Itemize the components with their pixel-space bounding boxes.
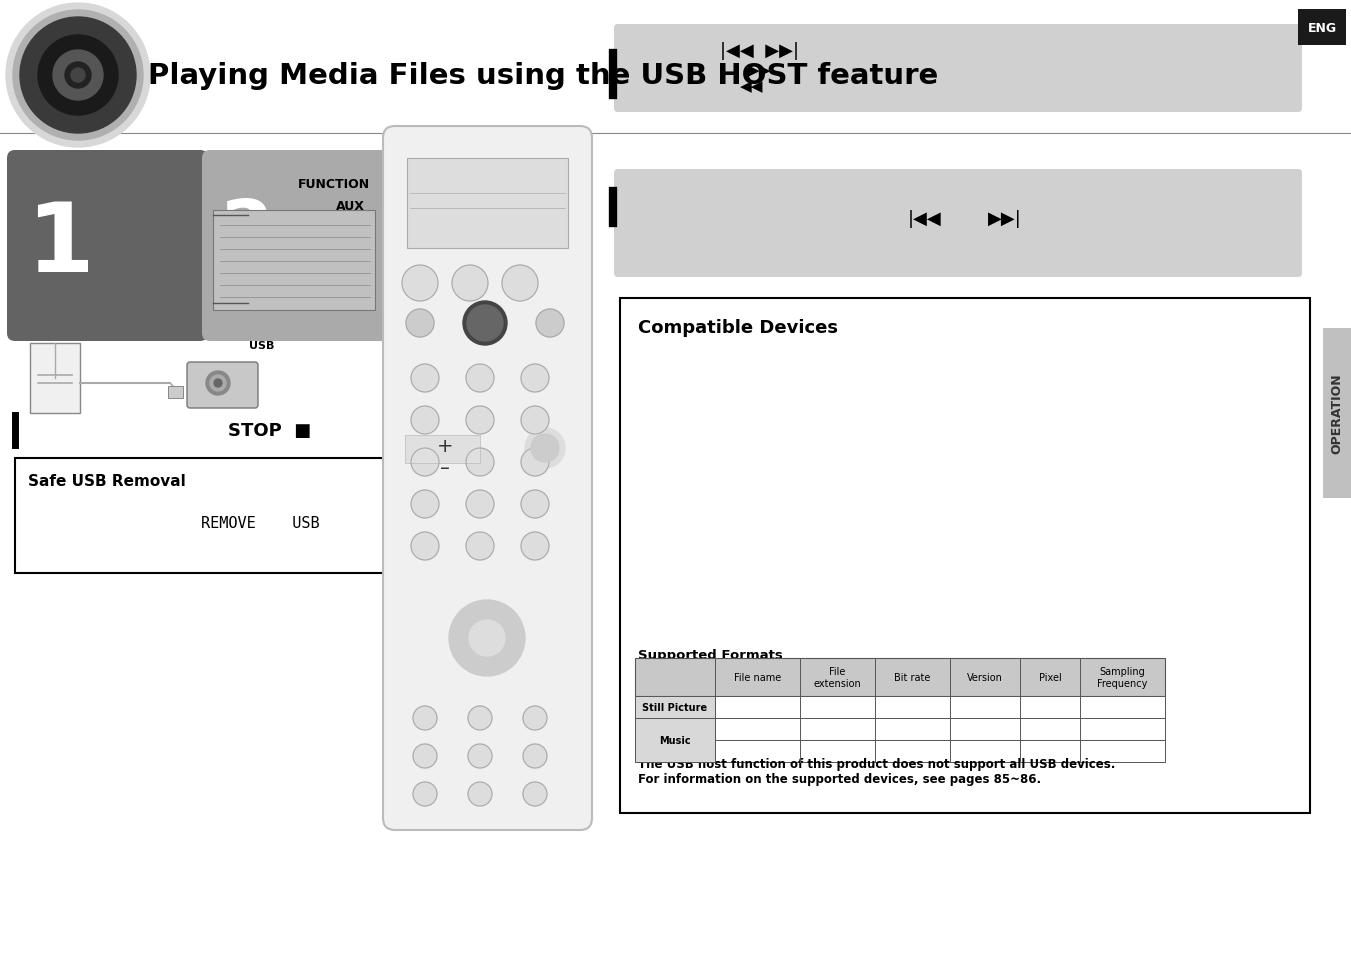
Circle shape: [411, 407, 439, 435]
FancyBboxPatch shape: [186, 363, 258, 409]
Bar: [1298, 10, 1346, 46]
Circle shape: [466, 533, 494, 560]
Circle shape: [20, 18, 136, 133]
Text: –: –: [440, 459, 450, 478]
Circle shape: [403, 266, 438, 302]
Bar: [620, 298, 1310, 813]
Circle shape: [503, 266, 538, 302]
Text: ▶▶|: ▶▶|: [988, 210, 1021, 228]
Circle shape: [466, 491, 494, 518]
Circle shape: [14, 11, 143, 141]
Circle shape: [531, 435, 559, 462]
Text: Playing Media Files using the USB HOST feature: Playing Media Files using the USB HOST f…: [149, 62, 938, 90]
Circle shape: [471, 310, 499, 337]
FancyBboxPatch shape: [613, 170, 1302, 277]
Circle shape: [521, 365, 549, 393]
Circle shape: [523, 744, 547, 768]
Circle shape: [407, 310, 434, 337]
Text: OPERATION: OPERATION: [1331, 374, 1343, 454]
Circle shape: [521, 533, 549, 560]
Text: Still Picture: Still Picture: [643, 702, 708, 712]
Text: STOP  ■: STOP ■: [228, 421, 312, 439]
Text: Compatible Devices: Compatible Devices: [638, 318, 838, 336]
Text: 2: 2: [222, 196, 274, 271]
Circle shape: [72, 69, 85, 83]
Text: Pixel: Pixel: [1039, 672, 1062, 682]
Text: AUX: AUX: [336, 199, 365, 213]
Text: Sampling
Frequency: Sampling Frequency: [1097, 666, 1148, 688]
Circle shape: [466, 407, 494, 435]
Circle shape: [411, 533, 439, 560]
Text: Music: Music: [659, 735, 690, 745]
FancyBboxPatch shape: [613, 25, 1302, 112]
Text: +: +: [436, 437, 453, 456]
Circle shape: [467, 744, 492, 768]
Circle shape: [469, 620, 505, 657]
Text: Supported Formats: Supported Formats: [638, 648, 782, 661]
Circle shape: [521, 491, 549, 518]
Circle shape: [38, 36, 118, 116]
Circle shape: [523, 706, 547, 730]
Circle shape: [453, 266, 488, 302]
Bar: [635, 719, 715, 762]
Text: ENG: ENG: [1308, 22, 1336, 34]
Text: REMOVE    USB: REMOVE USB: [201, 516, 319, 531]
Circle shape: [521, 407, 549, 435]
Bar: [635, 697, 715, 719]
Bar: [168, 387, 182, 398]
Circle shape: [521, 449, 549, 476]
Text: ◀◀: ◀◀: [740, 79, 763, 94]
Circle shape: [411, 365, 439, 393]
Text: USB: USB: [250, 340, 274, 351]
Circle shape: [449, 600, 526, 677]
Circle shape: [411, 449, 439, 476]
Bar: [15, 458, 565, 574]
Circle shape: [526, 429, 565, 469]
Circle shape: [53, 51, 103, 101]
Text: Version: Version: [967, 672, 1002, 682]
FancyBboxPatch shape: [7, 151, 208, 341]
Circle shape: [209, 375, 226, 392]
Circle shape: [467, 706, 492, 730]
Circle shape: [205, 372, 230, 395]
Circle shape: [467, 306, 503, 341]
Circle shape: [5, 4, 150, 148]
Circle shape: [536, 310, 563, 337]
Bar: [30, 344, 80, 414]
Circle shape: [65, 63, 91, 89]
Circle shape: [467, 782, 492, 806]
Bar: [1323, 329, 1351, 498]
Text: ▶▶: ▶▶: [748, 64, 771, 78]
Text: |◀◀: |◀◀: [908, 210, 942, 228]
Text: File
extension: File extension: [813, 666, 862, 688]
Bar: [407, 159, 567, 249]
Bar: [405, 436, 480, 463]
Circle shape: [413, 706, 436, 730]
Bar: [635, 740, 1165, 762]
Text: The USB host function of this product does not support all USB devices.
For info: The USB host function of this product do…: [638, 758, 1116, 785]
Circle shape: [523, 782, 547, 806]
Circle shape: [213, 379, 222, 388]
Text: File name: File name: [734, 672, 781, 682]
Text: Safe USB Removal: Safe USB Removal: [28, 474, 185, 489]
FancyBboxPatch shape: [203, 151, 393, 341]
Circle shape: [463, 302, 507, 346]
Bar: [635, 719, 1165, 740]
Text: 1: 1: [26, 199, 93, 293]
Circle shape: [413, 782, 436, 806]
Bar: [635, 697, 1165, 719]
Circle shape: [411, 491, 439, 518]
Bar: [213, 211, 376, 311]
Text: Bit rate: Bit rate: [894, 672, 931, 682]
Circle shape: [466, 449, 494, 476]
Text: FUNCTION: FUNCTION: [297, 177, 370, 191]
Circle shape: [413, 744, 436, 768]
Text: |◀◀  ▶▶|: |◀◀ ▶▶|: [720, 42, 800, 60]
FancyBboxPatch shape: [382, 127, 592, 830]
Circle shape: [466, 365, 494, 393]
Bar: [635, 659, 1165, 697]
